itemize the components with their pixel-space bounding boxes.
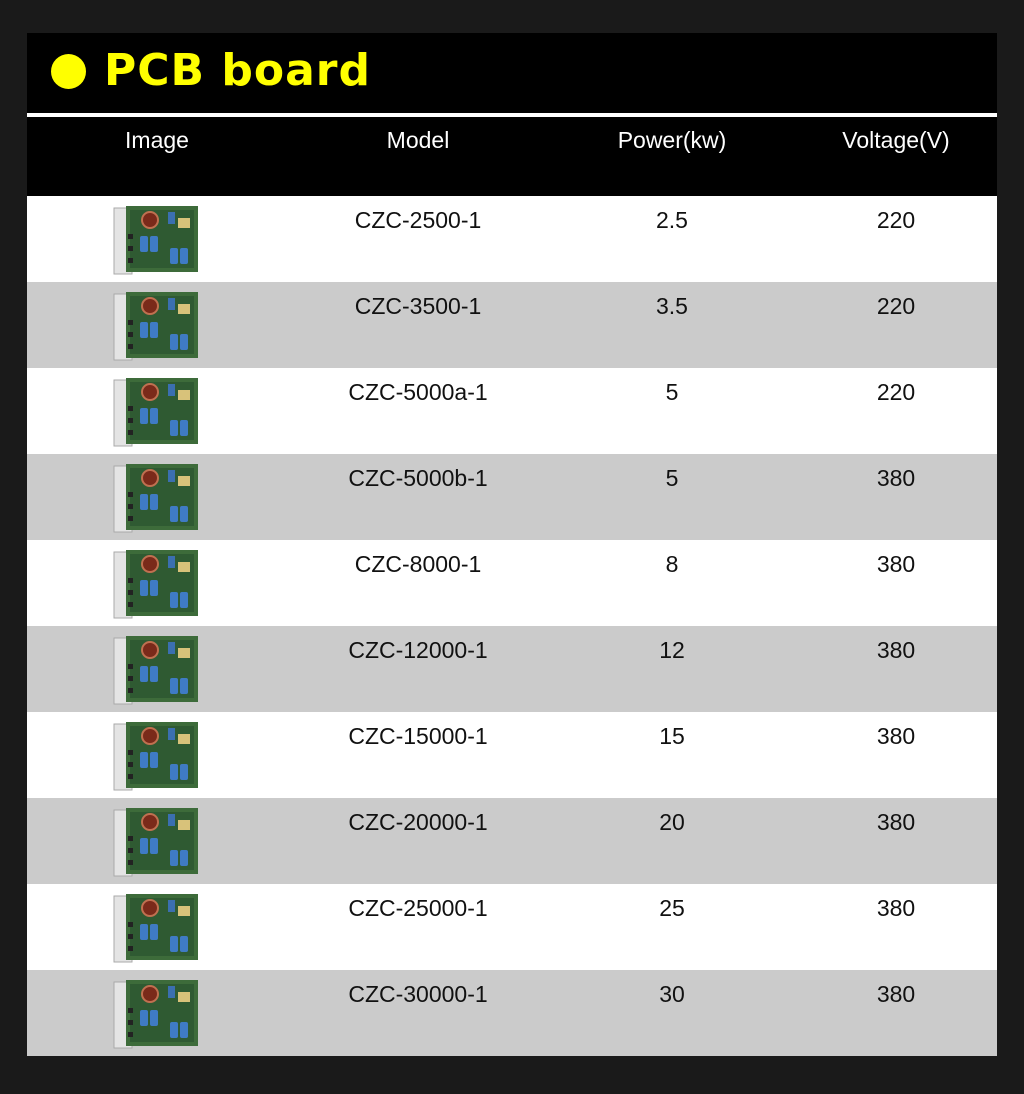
power-cell: 5: [665, 465, 679, 491]
table-row: CZC-8000-1 8 380: [27, 540, 997, 626]
table-row: CZC-20000-1 20 380: [27, 798, 997, 884]
table-row: CZC-3500-1 3.5 220: [27, 282, 997, 368]
model-cell: CZC-30000-1: [348, 981, 488, 1007]
power-cell: 25: [659, 895, 685, 921]
model-cell: CZC-8000-1: [354, 551, 482, 577]
model-cell: CZC-2500-1: [354, 207, 482, 233]
voltage-cell: 380: [876, 895, 916, 921]
voltage-cell: 380: [876, 551, 916, 577]
column-header-image: Image: [125, 127, 189, 153]
voltage-cell: 380: [876, 809, 916, 835]
title-bar: PCB board: [27, 33, 997, 117]
voltage-cell: 380: [876, 465, 916, 491]
model-cell: CZC-15000-1: [348, 723, 488, 749]
power-cell: 2.5: [656, 207, 688, 233]
column-header-power: Power(kw): [617, 127, 727, 153]
pcb-board-image: [27, 884, 287, 970]
power-cell: 20: [659, 809, 685, 835]
table-row: CZC-5000b-1 5 380: [27, 454, 997, 540]
pcb-board-image: [27, 368, 287, 454]
model-cell: CZC-12000-1: [348, 637, 488, 663]
voltage-cell: 220: [876, 293, 916, 319]
voltage-cell: 380: [876, 981, 916, 1007]
spec-table: PCB board Image Model Power(kw) Voltage(…: [27, 33, 997, 1056]
model-cell: CZC-3500-1: [354, 293, 482, 319]
pcb-board-image: [27, 626, 287, 712]
pcb-board-image: [27, 712, 287, 798]
table-header: Image Model Power(kw) Voltage(V): [27, 117, 997, 196]
model-cell: CZC-5000a-1: [348, 379, 488, 405]
table-body: CZC-2500-1 2.5 220 CZC-3500-1 3.5 220 CZ…: [27, 196, 997, 1056]
power-cell: 30: [659, 981, 685, 1007]
pcb-board-image: [27, 196, 287, 282]
power-cell: 12: [659, 637, 685, 663]
model-cell: CZC-20000-1: [348, 809, 488, 835]
power-cell: 3.5: [656, 293, 688, 319]
column-header-model: Model: [386, 127, 450, 153]
voltage-cell: 220: [876, 379, 916, 405]
model-cell: CZC-5000b-1: [348, 465, 488, 491]
table-row: CZC-5000a-1 5 220: [27, 368, 997, 454]
model-cell: CZC-25000-1: [348, 895, 488, 921]
power-cell: 15: [659, 723, 685, 749]
pcb-board-image: [27, 454, 287, 540]
table-row: CZC-12000-1 12 380: [27, 626, 997, 712]
table-row: CZC-15000-1 15 380: [27, 712, 997, 798]
table-row: CZC-2500-1 2.5 220: [27, 196, 997, 282]
voltage-cell: 380: [876, 637, 916, 663]
pcb-board-image: [27, 798, 287, 884]
table-row: CZC-30000-1 30 380: [27, 970, 997, 1056]
page-title: PCB board: [104, 45, 372, 96]
voltage-cell: 220: [876, 207, 916, 233]
table-row: CZC-25000-1 25 380: [27, 884, 997, 970]
pcb-board-image: [27, 970, 287, 1056]
pcb-board-image: [27, 540, 287, 626]
bullet-dot-icon: [51, 54, 86, 89]
voltage-cell: 380: [876, 723, 916, 749]
power-cell: 8: [665, 551, 679, 577]
power-cell: 5: [665, 379, 679, 405]
column-header-voltage: Voltage(V): [842, 127, 950, 153]
pcb-board-image: [27, 282, 287, 368]
